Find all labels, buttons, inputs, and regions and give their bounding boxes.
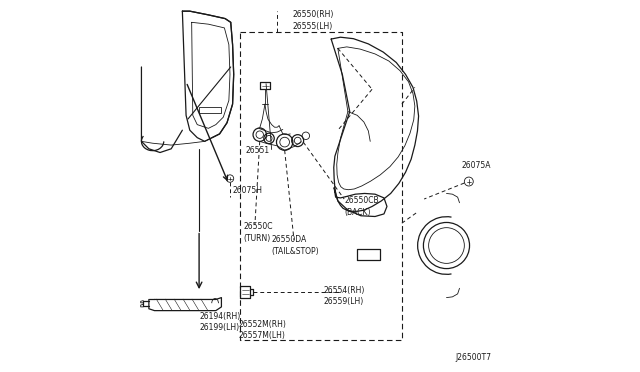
- Text: 26075H: 26075H: [232, 186, 262, 195]
- Text: 26551: 26551: [246, 146, 270, 155]
- Text: 26554(RH)
26559(LH): 26554(RH) 26559(LH): [324, 286, 365, 306]
- Text: 26552M(RH)
26557M(LH): 26552M(RH) 26557M(LH): [239, 320, 287, 340]
- Text: J26500T7: J26500T7: [455, 353, 491, 362]
- Bar: [199, 107, 221, 113]
- Text: 26550(RH)
26555(LH): 26550(RH) 26555(LH): [292, 10, 333, 31]
- Text: 26075A: 26075A: [461, 161, 491, 170]
- Text: 26550CB
(BACK): 26550CB (BACK): [344, 196, 379, 217]
- Text: 26550C
(TURN): 26550C (TURN): [244, 222, 273, 243]
- Text: 26194(RH)
26199(LH): 26194(RH) 26199(LH): [199, 312, 241, 332]
- Text: 26550DA
(TAIL&STOP): 26550DA (TAIL&STOP): [271, 235, 319, 256]
